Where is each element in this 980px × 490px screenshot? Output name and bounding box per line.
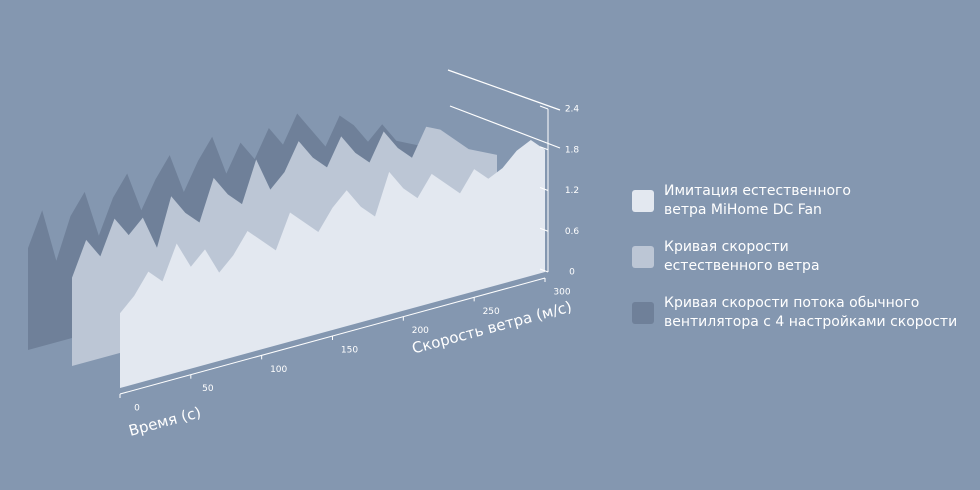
legend-item: Кривая скорости потока обычного вентилят… xyxy=(632,294,957,332)
y-tick-label: 0.6 xyxy=(565,227,580,237)
x-tick-label: 250 xyxy=(483,307,500,317)
y-tick xyxy=(539,105,549,110)
y-tick xyxy=(539,187,549,191)
x-tick-label: 150 xyxy=(341,346,358,356)
x-tick-label: 300 xyxy=(553,288,570,298)
legend: Имитация естественного ветра MiHome DC F… xyxy=(632,182,957,350)
y-tick-label: 1.8 xyxy=(565,145,580,155)
guide-line xyxy=(449,105,561,149)
y-tick xyxy=(539,146,549,151)
legend-item: Имитация естественного ветра MiHome DC F… xyxy=(632,182,957,220)
legend-swatch xyxy=(632,246,654,268)
y-tick xyxy=(539,227,549,232)
y-tick-label: 1.2 xyxy=(565,186,579,196)
y-tick-label: 2.4 xyxy=(565,105,580,115)
x-tick-label: 100 xyxy=(270,365,287,375)
legend-item: Кривая скорости естественного ветра xyxy=(632,238,957,276)
x-tick-label: 200 xyxy=(412,326,429,336)
y-tick-label: 0 xyxy=(569,268,575,278)
guide-line xyxy=(447,69,561,111)
legend-swatch xyxy=(632,302,654,324)
legend-label: Имитация естественного ветра MiHome DC F… xyxy=(664,183,851,218)
area xyxy=(120,140,545,388)
x-tick-label: 50 xyxy=(202,384,214,394)
x-tick-label: 0 xyxy=(134,404,140,414)
legend-label: Кривая скорости естественного ветра xyxy=(664,239,820,274)
legend-swatch xyxy=(632,190,654,212)
legend-label: Кривая скорости потока обычного вентилят… xyxy=(664,295,958,330)
y-tick xyxy=(539,268,549,273)
